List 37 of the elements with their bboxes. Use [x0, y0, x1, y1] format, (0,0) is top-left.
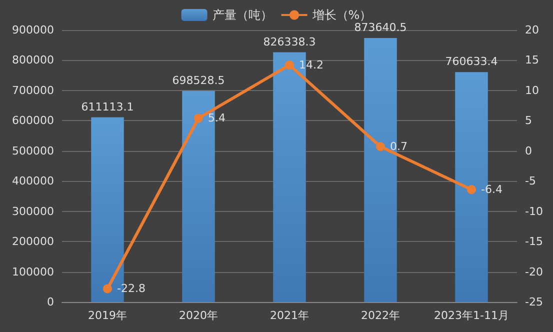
point — [103, 284, 112, 294]
y-tick-label: 900000 — [12, 24, 54, 36]
legend-label: 产量（吨） — [212, 8, 272, 22]
y2-tick-label: 5 — [525, 114, 532, 128]
point — [285, 60, 294, 70]
y-tick-label: 500000 — [12, 144, 54, 158]
y-tick-label: 700000 — [12, 84, 54, 97]
y2-tick-label: 0 — [525, 144, 532, 158]
y-tick-label: 0 — [47, 296, 54, 308]
data-label: 760633.4 — [445, 55, 498, 68]
legend-label: 增长（%） — [311, 8, 372, 22]
x-tick-label: 2021年 — [270, 309, 309, 322]
y-tick-label: 400000 — [12, 174, 54, 188]
x-tick-label: 2023年1-11月 — [434, 309, 509, 322]
point — [376, 142, 385, 152]
y2-tick-label: 10 — [525, 84, 539, 97]
y-tick-label: 100000 — [12, 265, 54, 278]
y2-tick-label: -10 — [525, 204, 543, 218]
y2-tick-label: 20 — [525, 24, 539, 36]
point — [467, 185, 476, 194]
y2-tick-label: -25 — [525, 296, 543, 308]
y2-tick-label: 15 — [525, 54, 539, 67]
y2-tick-label: -5 — [525, 174, 536, 188]
y-tick-label: 600000 — [12, 114, 54, 128]
y2-tick-label: -15 — [525, 235, 543, 248]
data-label: 611113.1 — [81, 100, 134, 114]
x-tick-label: 2022年 — [361, 309, 400, 322]
y2-tick-label: -20 — [525, 265, 543, 278]
x-tick-label: 2019年 — [88, 309, 127, 322]
y-tick-label: 300000 — [12, 204, 54, 218]
y-tick-label: 800000 — [12, 54, 54, 67]
x-tick-label: 2020年 — [179, 309, 218, 322]
y-tick-label: 200000 — [12, 235, 54, 248]
data-label: 873640.5 — [354, 20, 407, 34]
point — [194, 114, 203, 123]
data-label: 826338.3 — [263, 35, 316, 48]
data-label: 698528.5 — [172, 74, 225, 87]
